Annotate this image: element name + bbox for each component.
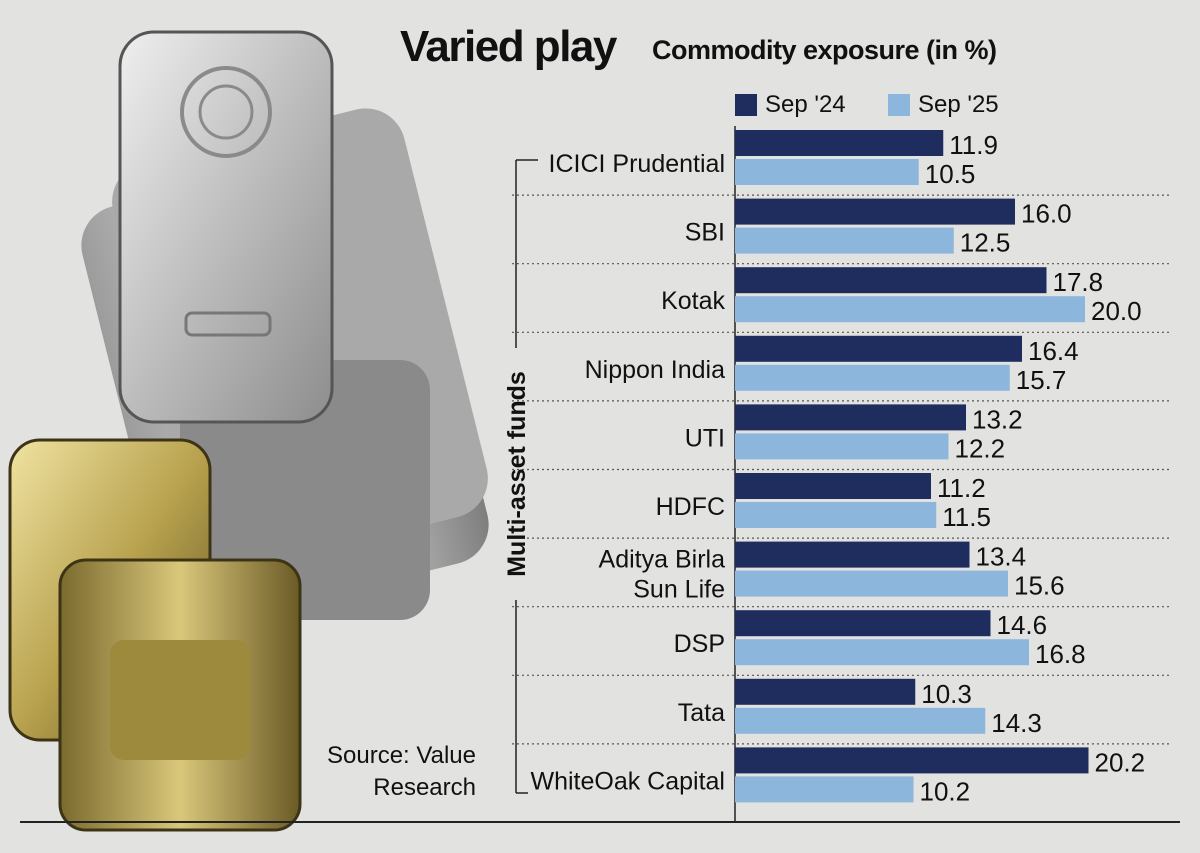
data-label: 11.5 — [942, 502, 991, 532]
legend-label: Sep '24 — [765, 91, 846, 118]
category-label: Tata — [678, 699, 725, 727]
bar — [735, 198, 1015, 225]
bar — [735, 473, 931, 499]
bar — [735, 364, 1010, 391]
data-label: 16.8 — [1035, 639, 1086, 669]
data-label: 11.2 — [937, 473, 986, 503]
bar — [735, 296, 1085, 323]
data-label: 20.2 — [1095, 747, 1146, 777]
bar — [735, 541, 970, 568]
category-label: Aditya Birla — [599, 546, 726, 574]
bar — [735, 267, 1047, 294]
bar — [735, 707, 986, 734]
legend-swatch-dark — [735, 94, 757, 116]
legend-swatch-light — [888, 94, 910, 116]
chart-subtitle: Commodity exposure (in %) — [652, 35, 997, 65]
data-label: 16.0 — [1021, 199, 1072, 229]
bar — [735, 404, 966, 431]
group-label: Multi-asset funds — [503, 371, 531, 577]
data-label: 17.8 — [1053, 267, 1104, 297]
source-line-2: Research — [373, 774, 476, 801]
bar — [735, 159, 919, 185]
bar — [735, 502, 937, 528]
data-label: 15.7 — [1016, 365, 1067, 395]
legend-item-sep-24: Sep '24 — [735, 91, 846, 118]
category-label: DSP — [674, 630, 725, 658]
legend-item-sep-25: Sep '25 — [888, 91, 999, 118]
bar — [735, 130, 944, 156]
category-label: UTI — [685, 424, 725, 452]
legend-label: Sep '25 — [918, 91, 999, 118]
category-label: HDFC — [656, 493, 725, 521]
data-label: 10.3 — [921, 679, 972, 709]
source-line-1: Source: Value — [327, 742, 476, 769]
data-label: 15.6 — [1014, 571, 1065, 601]
data-label: 16.4 — [1028, 336, 1079, 366]
category-label: SBI — [685, 219, 725, 247]
data-label: 10.5 — [925, 159, 976, 189]
source-note: Source: Value Research — [300, 740, 476, 804]
data-label: 12.5 — [960, 228, 1011, 258]
bar — [735, 570, 1008, 597]
data-label: 14.6 — [997, 610, 1048, 640]
category-label: ICICI Prudential — [549, 150, 725, 178]
bar — [735, 678, 916, 705]
bar — [735, 776, 914, 803]
data-label: 11.9 — [949, 130, 998, 160]
bar — [735, 747, 1089, 774]
bar — [735, 433, 949, 460]
bar — [735, 639, 1029, 666]
category-label: WhiteOak Capital — [530, 767, 725, 795]
bar — [735, 335, 1022, 362]
data-label: 13.2 — [972, 404, 1023, 434]
data-label: 12.2 — [955, 433, 1006, 463]
category-label: Kotak — [661, 287, 725, 315]
category-label: Sun Life — [633, 576, 725, 604]
data-label: 13.4 — [976, 542, 1027, 572]
data-label: 10.2 — [920, 776, 971, 806]
category-label: Nippon India — [585, 356, 725, 384]
data-label: 14.3 — [991, 708, 1042, 738]
chart-title: Varied play — [400, 22, 617, 71]
bar — [735, 610, 991, 637]
bar — [735, 227, 954, 254]
data-label: 20.0 — [1091, 296, 1142, 326]
